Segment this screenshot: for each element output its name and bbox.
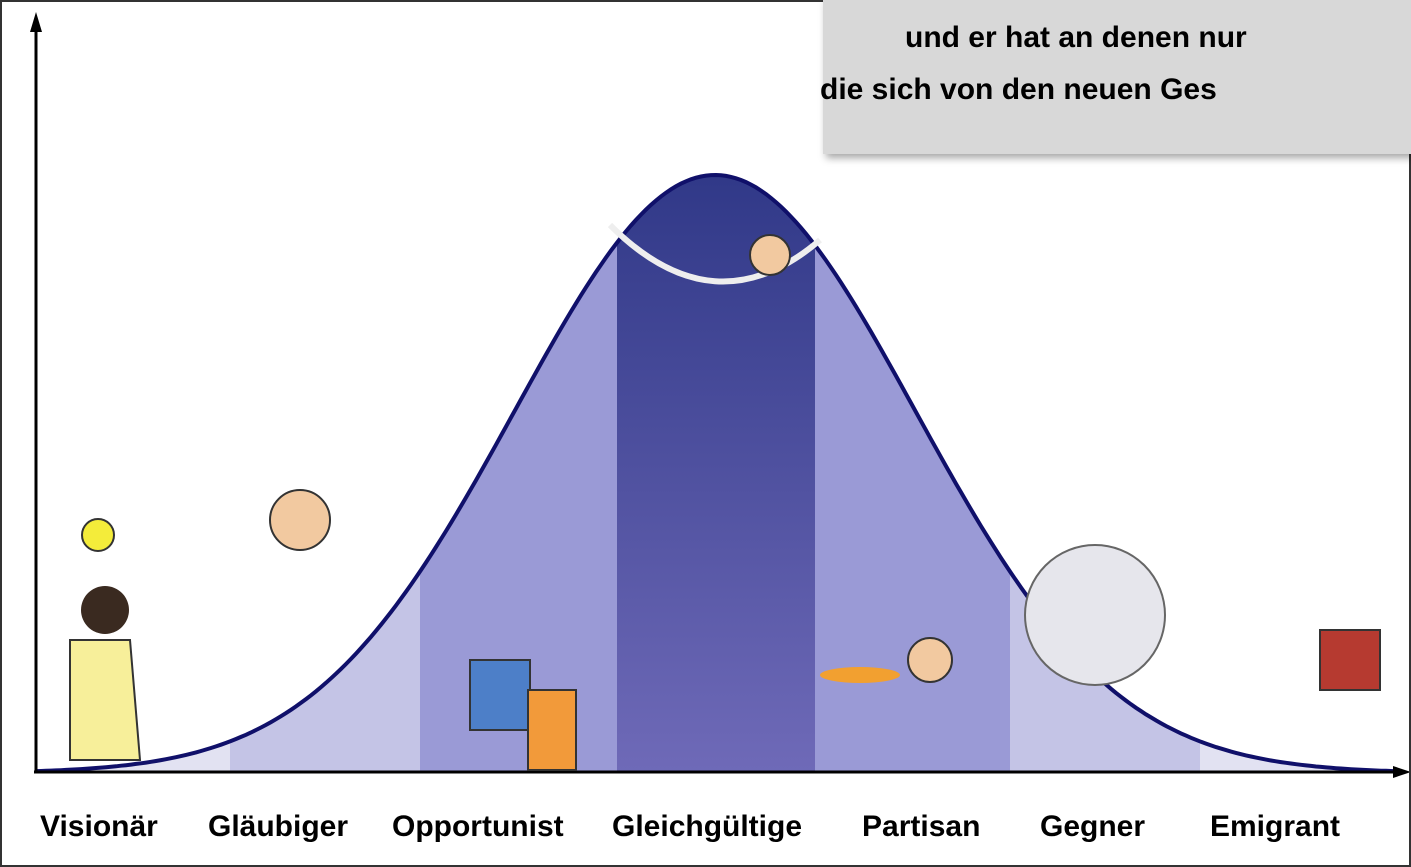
emigrant-case	[1319, 629, 1381, 691]
overlay-line: und er hat an denen nur	[905, 21, 1247, 54]
lightbulb	[81, 518, 115, 552]
category-label: Partisan	[862, 810, 980, 843]
shot	[820, 667, 900, 683]
visionary-head	[81, 586, 129, 634]
partisan	[907, 637, 953, 683]
arrow	[30, 12, 42, 32]
desk	[527, 689, 577, 771]
indifferent	[749, 234, 791, 276]
band	[420, 175, 617, 773]
band	[230, 175, 420, 773]
arrow	[1393, 766, 1411, 778]
band	[617, 175, 815, 773]
category-label: Gläubiger	[208, 810, 348, 843]
overlay-bg	[823, 0, 1411, 154]
believer	[269, 489, 331, 551]
overlay-line: die sich von den neuen Ges	[820, 73, 1217, 106]
category-label: Gleichgültige	[612, 810, 802, 843]
fight-cloud	[1024, 544, 1166, 686]
hammock	[607, 222, 822, 285]
opportunist	[469, 659, 531, 731]
category-label: Emigrant	[1210, 810, 1340, 843]
category-label: Visionär	[40, 810, 158, 843]
overlay-box	[823, 0, 1411, 154]
category-label: Opportunist	[392, 810, 564, 843]
labels: Visionär Gläubiger Opportunist Gleichgültig…	[40, 810, 1340, 843]
visionary	[69, 639, 142, 761]
category-label: Gegner	[1040, 810, 1145, 843]
bell-curve	[35, 172, 1402, 774]
figures	[69, 222, 1381, 771]
